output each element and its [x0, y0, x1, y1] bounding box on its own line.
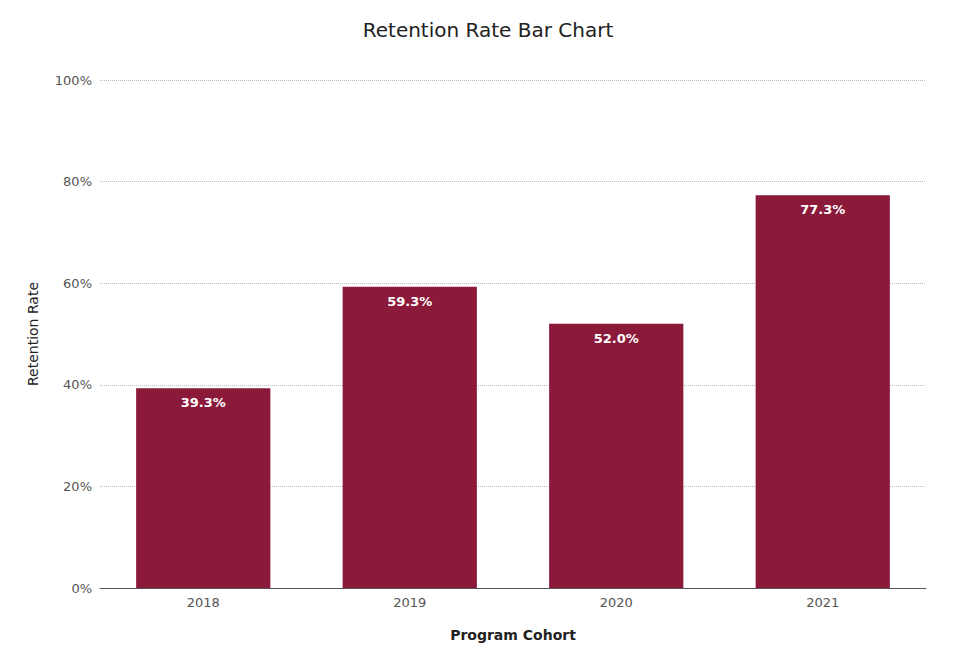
svg-text:100%: 100%: [55, 73, 92, 88]
svg-text:52.0%: 52.0%: [594, 331, 639, 346]
svg-text:2021: 2021: [806, 595, 839, 610]
svg-text:20%: 20%: [63, 479, 92, 494]
svg-text:77.3%: 77.3%: [800, 202, 845, 217]
svg-text:2020: 2020: [600, 595, 633, 610]
svg-text:40%: 40%: [63, 377, 92, 392]
svg-text:59.3%: 59.3%: [387, 294, 432, 309]
svg-text:0%: 0%: [71, 581, 92, 596]
svg-text:39.3%: 39.3%: [181, 395, 226, 410]
svg-text:Retention Rate Bar Chart: Retention Rate Bar Chart: [363, 18, 614, 42]
svg-text:60%: 60%: [63, 276, 92, 291]
svg-text:Program Cohort: Program Cohort: [450, 627, 576, 643]
svg-text:2018: 2018: [187, 595, 220, 610]
svg-text:2019: 2019: [393, 595, 426, 610]
svg-text:80%: 80%: [63, 174, 92, 189]
svg-text:Retention Rate: Retention Rate: [25, 282, 41, 386]
